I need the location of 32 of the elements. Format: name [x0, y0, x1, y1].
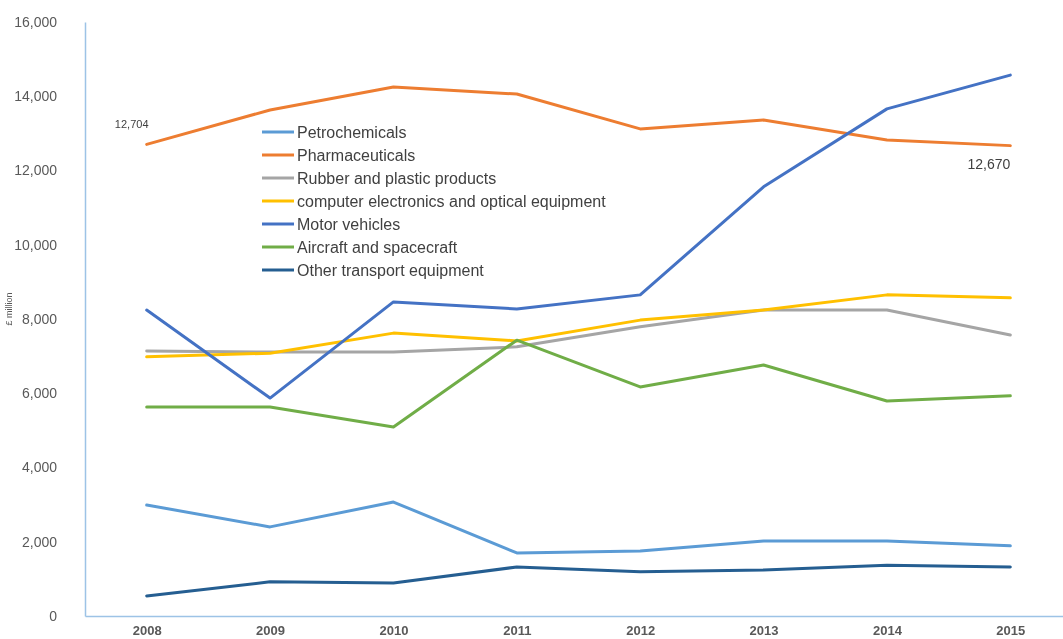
line-series	[145, 308, 1012, 354]
legend-label: Rubber and plastic products	[297, 169, 497, 187]
y-tick-label: 10,000	[14, 236, 58, 253]
legend-label: computer electronics and optical equipment	[297, 192, 607, 210]
y-tick-label: 4,000	[21, 459, 58, 476]
data-label: 12,704	[114, 118, 149, 131]
x-tick-label: 2014	[872, 623, 903, 639]
legend-label: Pharmaceuticals	[297, 146, 416, 164]
legend-label: Petrochemicals	[297, 123, 407, 141]
y-tick-label: 2,000	[21, 533, 58, 550]
x-tick-label: 2009	[256, 623, 286, 639]
data-label: 12,670	[967, 155, 1011, 172]
legend-label: Other transport equipment	[297, 261, 485, 279]
x-tick-label: 2013	[749, 623, 779, 639]
y-axis-title: £ million	[4, 292, 14, 326]
y-tick-label: 14,000	[14, 88, 58, 105]
y-tick-label: 6,000	[21, 385, 58, 402]
line-series	[145, 338, 1012, 429]
x-tick-label: 2012	[626, 623, 656, 639]
y-tick-label: 8,000	[21, 310, 58, 327]
y-tick-label: 0	[49, 607, 58, 624]
x-tick-label: 2010	[379, 623, 409, 639]
y-tick-label: 12,000	[14, 162, 58, 179]
line-series	[145, 293, 1012, 359]
line-series	[145, 563, 1012, 598]
line-series	[145, 500, 1012, 555]
legend-label: Motor vehicles	[297, 215, 401, 233]
x-tick-label: 2008	[132, 623, 162, 639]
legend-label: Aircraft and spacecraft	[297, 238, 458, 256]
y-tick-label: 16,000	[14, 13, 58, 30]
x-tick-label: 2015	[996, 623, 1026, 639]
x-tick-label: 2011	[503, 623, 532, 639]
